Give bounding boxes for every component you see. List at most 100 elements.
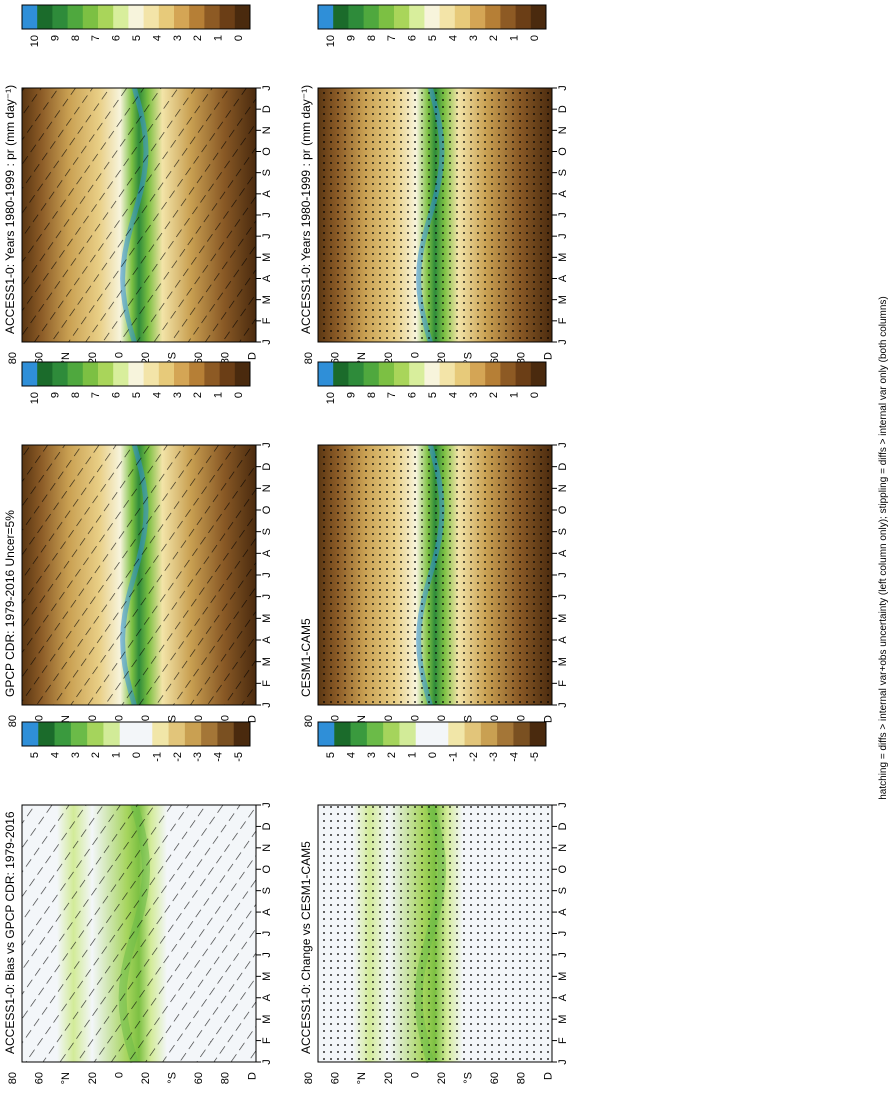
colorbar-label: 1 [111, 752, 123, 758]
month-label: M [557, 295, 569, 304]
month-label: O [261, 865, 273, 874]
month-label: J [261, 802, 273, 808]
month-label: D [261, 463, 273, 471]
month-label: J [557, 1059, 569, 1065]
colorbar-swatch [143, 362, 160, 386]
colorbar-swatch [378, 362, 395, 386]
colorbar-frame [21, 721, 251, 747]
colorbar-swatch [485, 362, 501, 386]
colorbar-label: 8 [70, 392, 82, 398]
month-label: J [557, 702, 569, 708]
month-label: O [261, 147, 273, 156]
colorbar-swatch [366, 722, 384, 746]
colorbar-swatch [515, 362, 532, 386]
colorbar-swatch [439, 5, 456, 29]
lat-label: 20 [140, 1072, 152, 1084]
colorbar-label: 2 [488, 392, 500, 398]
colorbar-swatch [67, 362, 84, 386]
month-label: F [557, 1037, 569, 1044]
colorbar-swatch [424, 362, 440, 386]
colorbar-swatch [158, 362, 175, 386]
colorbar-frame [317, 721, 547, 747]
colorbar-label: 0 [131, 752, 143, 758]
colorbar-swatch [201, 722, 218, 746]
lat-label: °S [463, 352, 475, 364]
month-label: J [261, 702, 273, 708]
month-label: A [261, 549, 273, 557]
month-label: J [557, 952, 569, 958]
colorbar-label: 5 [131, 35, 143, 41]
month-label: J [261, 233, 273, 239]
colorbar-swatch [485, 5, 501, 29]
colorbar-swatch [500, 362, 516, 386]
lat-label: °N [60, 1072, 72, 1084]
colorbar-label: 3 [172, 392, 184, 398]
colorbar-swatch [98, 5, 114, 29]
colorbar-swatch [184, 722, 202, 746]
colorbar-label: 4 [447, 35, 459, 41]
panel-title: ACCESS1-0: Bias vs GPCP CDR: 1979-2016 [3, 811, 17, 1054]
colorbar-swatch [470, 362, 486, 386]
lat-label: 80 [220, 1072, 232, 1084]
colorbar-swatch [52, 362, 68, 386]
colorbar-label: 0 [427, 752, 439, 758]
colorbar-label: -2 [172, 752, 184, 762]
lat-label: 0 [113, 1072, 125, 1078]
colorbar-swatch [234, 5, 251, 29]
colorbar-swatch [350, 722, 368, 746]
lat-label: °N [60, 352, 72, 364]
hatching-overlay [22, 805, 256, 1062]
colorbar-label: 4 [151, 35, 163, 41]
colorbar-swatch [234, 362, 251, 386]
lat-label: °S [167, 1072, 179, 1084]
month-label: J [261, 572, 273, 578]
month-label: M [261, 295, 273, 304]
colorbar-swatch [98, 362, 114, 386]
month-label: J [557, 212, 569, 218]
month-label: S [557, 887, 569, 894]
colorbar-swatch [415, 722, 433, 746]
colorbar-swatch [409, 5, 425, 29]
colorbar-swatch [82, 362, 99, 386]
colorbar-label: 9 [345, 392, 357, 398]
lat-label: 80 [303, 1072, 315, 1084]
month-label: A [557, 274, 569, 282]
panel-title: GPCP CDR: 1979-2016 Uncer=5% [3, 510, 17, 697]
colorbar-label: 10 [325, 392, 337, 404]
month-label: M [557, 657, 569, 666]
lat-label: 60 [34, 1072, 46, 1084]
colorbar-swatch [394, 362, 410, 386]
month-label: D [557, 105, 569, 113]
colorbar-label: 9 [49, 392, 61, 398]
month-label: A [557, 993, 569, 1001]
colorbar-label: 6 [111, 35, 123, 41]
colorbar-swatch [143, 5, 160, 29]
month-label: J [557, 233, 569, 239]
month-label: O [557, 147, 569, 156]
month-label: F [557, 680, 569, 687]
month-label: A [557, 190, 569, 198]
stippling-overlay [318, 445, 552, 705]
colorbar-swatch [348, 5, 364, 29]
colorbar-label: 5 [325, 752, 337, 758]
colorbar-swatch [219, 5, 236, 29]
colorbar-swatch [529, 722, 547, 746]
lat-label: 60 [330, 1072, 342, 1084]
lat-label: 60 [489, 1072, 501, 1084]
colorbar-swatch [136, 722, 153, 746]
colorbar-label: 6 [111, 392, 123, 398]
colorbar-label: 1 [509, 392, 521, 398]
colorbar-swatch [378, 5, 395, 29]
colorbar-frame [317, 4, 547, 30]
colorbar-swatch [189, 362, 205, 386]
colorbar-label: 4 [151, 392, 163, 398]
lat-label: °S [463, 715, 475, 727]
colorbar-swatch [318, 722, 335, 746]
lat-label: °S [167, 715, 179, 727]
month-label: A [557, 636, 569, 644]
lat-label: 80 [7, 715, 19, 727]
colorbar-swatch [363, 362, 380, 386]
lat-label: 80 [7, 1072, 19, 1084]
month-label: F [557, 317, 569, 324]
